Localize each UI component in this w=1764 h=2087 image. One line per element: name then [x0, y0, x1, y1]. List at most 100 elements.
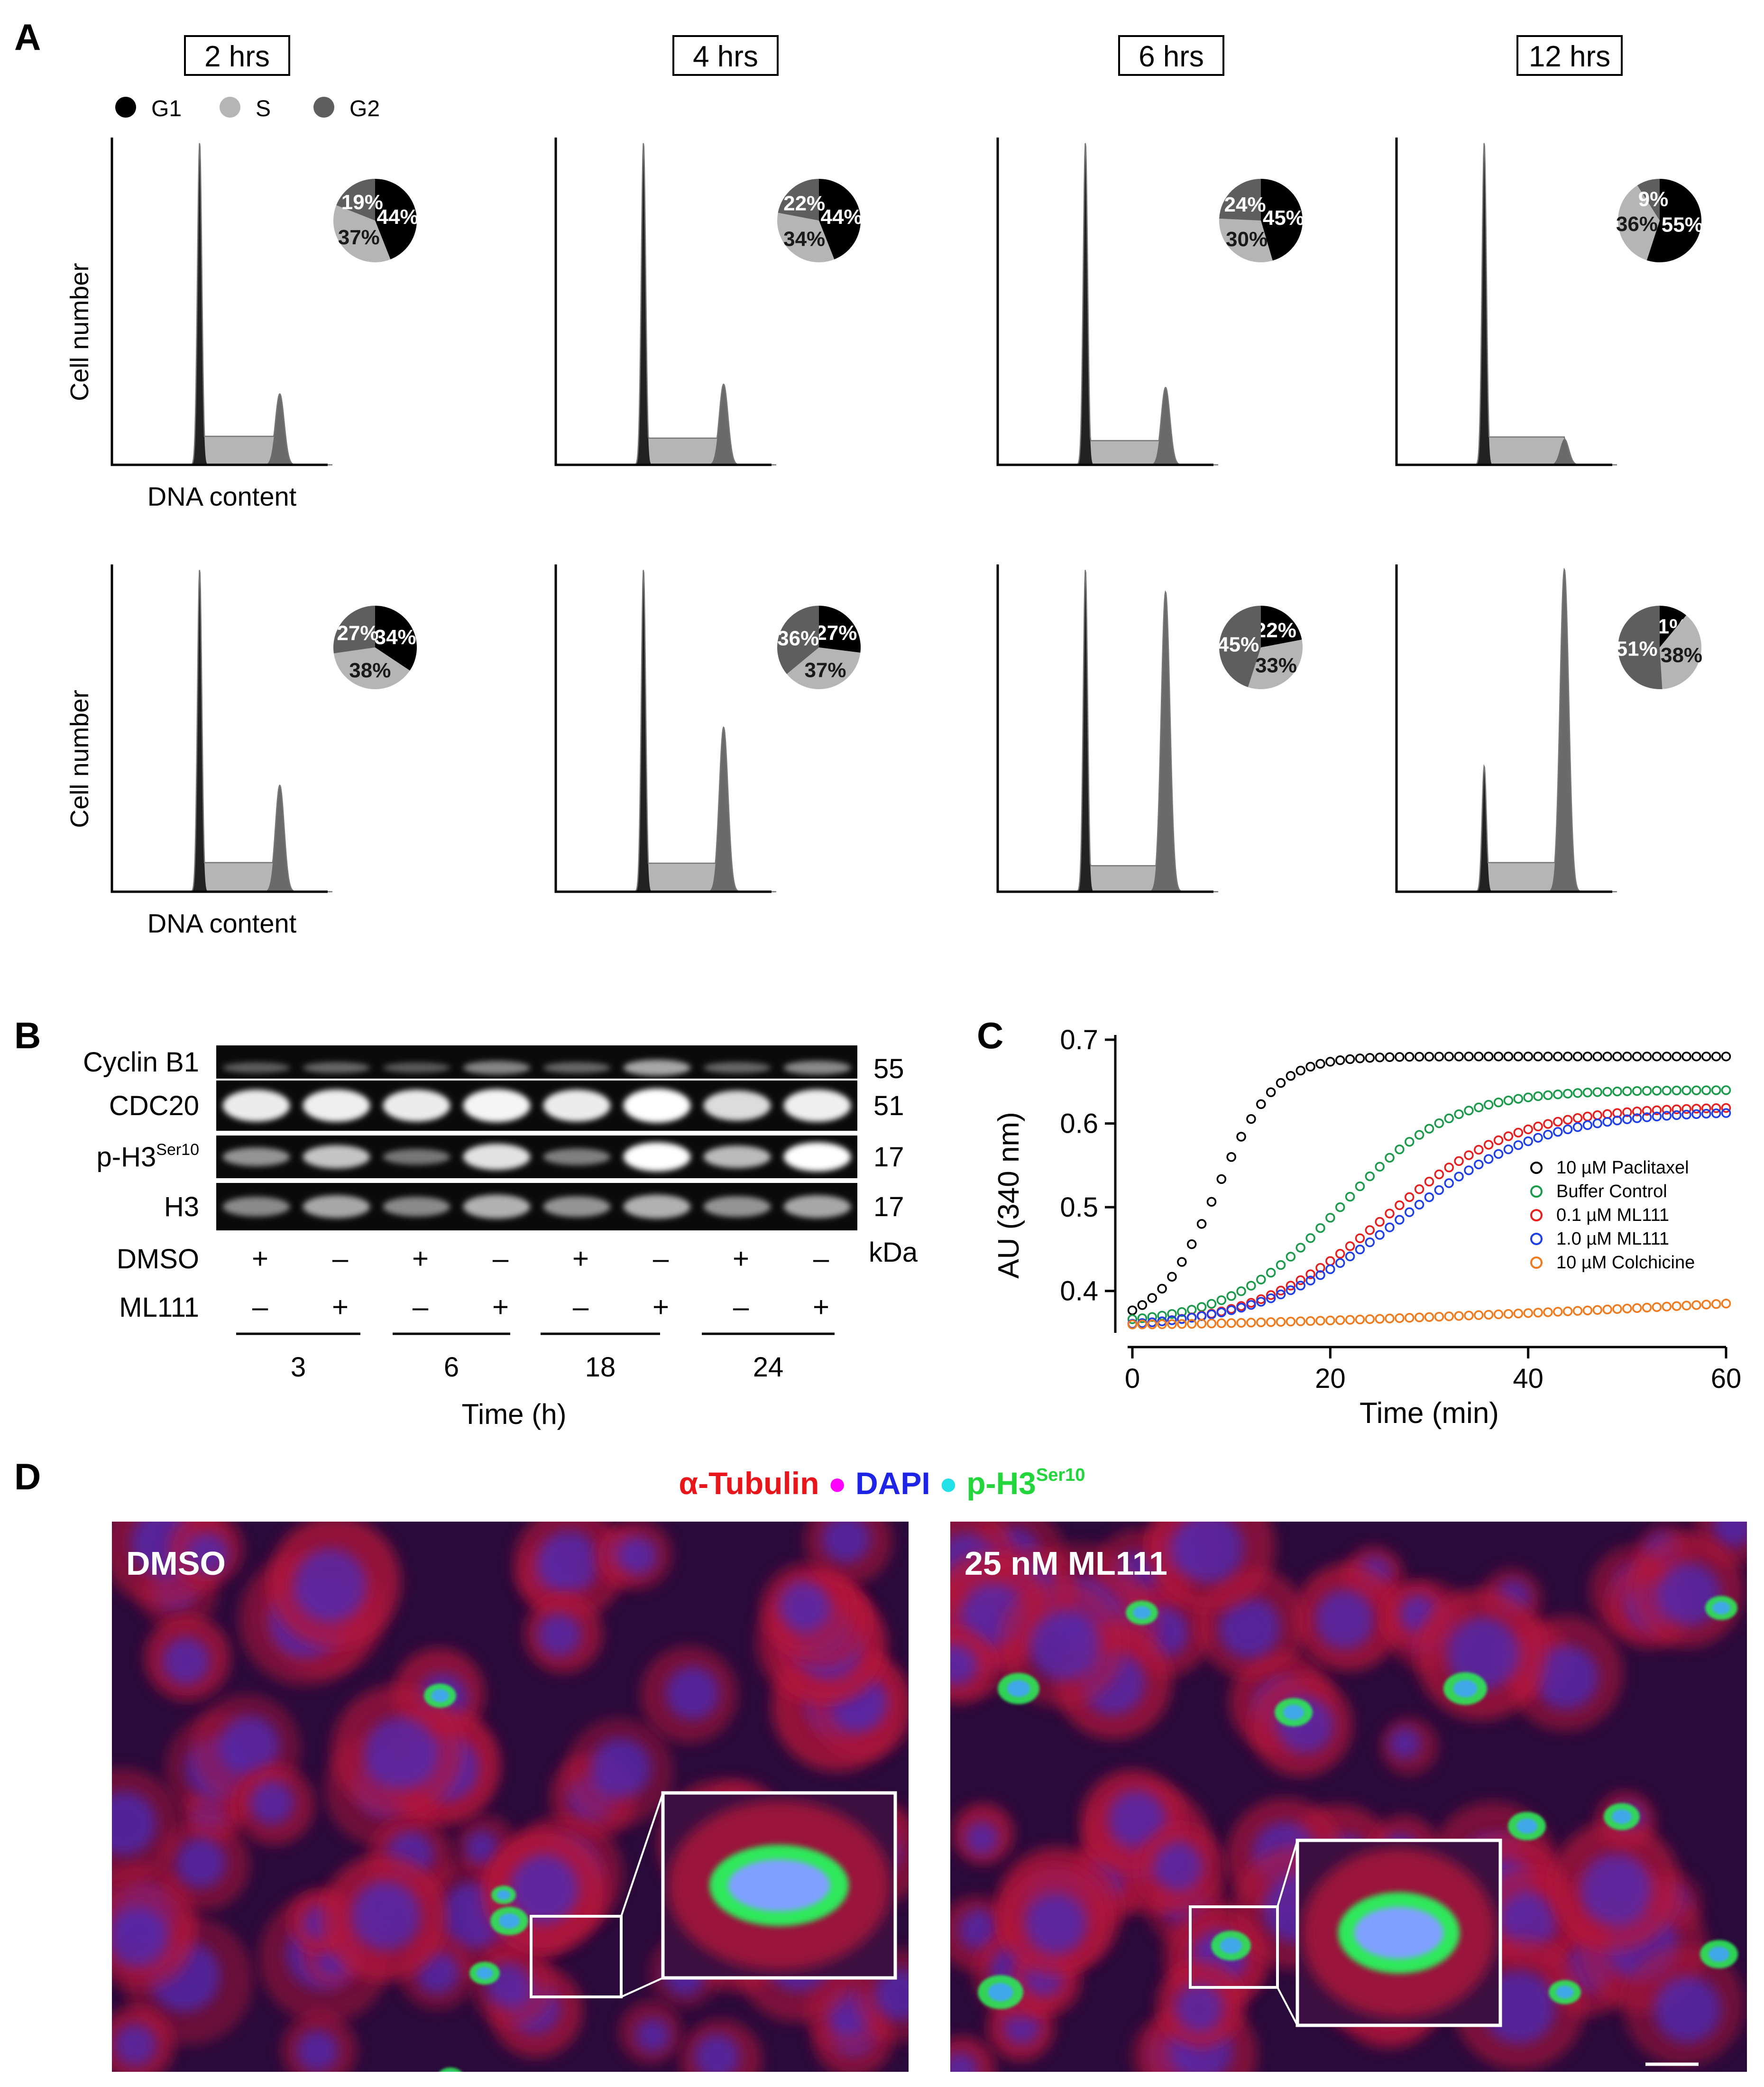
treatment-sign: –: [413, 1291, 429, 1323]
dapi-nucleus: [635, 2018, 670, 2053]
data-point: [1543, 1090, 1553, 1100]
data-point: [1503, 1052, 1514, 1062]
blot-row-label: p-H3Ser10: [97, 1141, 199, 1173]
ph3-mitotic-cell: [440, 2068, 461, 2072]
g1-peak: [1073, 142, 1098, 465]
series: [1127, 1052, 1731, 1315]
data-point: [1711, 1085, 1721, 1095]
data-point: [1523, 1092, 1533, 1102]
g1-peak: [1472, 766, 1497, 892]
data-point: [1196, 1302, 1207, 1312]
ph3-chromatin-core: [476, 1967, 493, 1979]
data-point: [1652, 1086, 1662, 1096]
data-point: [1622, 1052, 1632, 1062]
pie-slice-g2: [778, 179, 819, 221]
pie-label-g2: 36%: [777, 627, 819, 650]
data-point: [1691, 1300, 1701, 1310]
data-point: [1672, 1052, 1681, 1062]
g1-peak: [187, 569, 212, 892]
blot-band: [463, 1144, 531, 1170]
data-point: [1127, 1314, 1138, 1324]
treatment-sign: –: [252, 1291, 268, 1323]
ph3-chromatin-core: [443, 2072, 458, 2083]
data-point: [1236, 1302, 1246, 1313]
dapi-nucleus: [538, 1531, 600, 1593]
data-point: [1711, 1052, 1721, 1062]
data-point: [1483, 1140, 1494, 1150]
histogram-outline: [627, 143, 776, 466]
pie-slice-s: [333, 205, 391, 262]
data-point: [1493, 1135, 1504, 1145]
data-point: [1622, 1114, 1632, 1124]
time-label: 6: [444, 1352, 459, 1383]
blot-band: [543, 1196, 611, 1217]
data-point: [1483, 1052, 1494, 1062]
data-point: [1315, 1270, 1325, 1280]
dapi-nucleus: [1173, 1522, 1244, 1583]
pie-label-g1: 34%: [375, 626, 416, 649]
pie-chart: 44%37% 19%: [333, 179, 419, 262]
dapi-nucleus: [114, 2024, 156, 2066]
data-point: [1385, 1209, 1395, 1219]
dapi-nucleus: [220, 1716, 280, 1775]
blot-band: [783, 1195, 851, 1219]
g2-peak: [702, 384, 745, 465]
blot-row: p-H3Ser10 17: [97, 1136, 904, 1178]
treatment-label: ML111: [119, 1292, 199, 1323]
data-point: [1246, 1114, 1256, 1124]
data-point: [1701, 1052, 1711, 1062]
y-tick-label: 0.5: [1060, 1192, 1098, 1223]
timepoint-label: 4 hrs: [672, 35, 779, 76]
data-point: [1711, 1103, 1721, 1113]
ph3-chromatin-core: [988, 1983, 1013, 2002]
data-point: [1325, 1315, 1335, 1326]
data-point: [1474, 1102, 1484, 1113]
data-point: [1454, 1156, 1464, 1166]
g1-peak: [631, 569, 656, 892]
y-tick-label: 0.7: [1060, 1025, 1098, 1055]
stain-name: α-Tubulin: [679, 1466, 819, 1501]
zoom-frame: [661, 1791, 897, 1980]
pie-label-g2: 27%: [337, 621, 378, 645]
stain-separator-dot: ●: [930, 1466, 958, 1501]
s-phase-area: [1085, 866, 1166, 892]
data-point: [1305, 1062, 1315, 1072]
data-point: [1543, 1052, 1553, 1062]
pie-slice-g1: [1660, 606, 1687, 647]
data-point: [1405, 1052, 1415, 1062]
stain-name: p-H3: [958, 1466, 1036, 1501]
data-point: [1662, 1085, 1672, 1096]
data-point: [1503, 1144, 1514, 1154]
data-point: [1632, 1052, 1642, 1062]
data-point: [1474, 1052, 1484, 1062]
blot-row-label-sup: Ser10: [156, 1141, 199, 1159]
data-point: [1345, 1315, 1355, 1325]
data-point: [1444, 1113, 1454, 1124]
data-point: [1424, 1192, 1434, 1202]
blot-row: CDC20 51: [109, 1080, 904, 1131]
y-tick-label: 0.6: [1060, 1108, 1098, 1139]
data-point: [1652, 1052, 1662, 1062]
data-point: [1137, 1313, 1148, 1323]
treatment-sign: +: [652, 1291, 669, 1323]
data-point: [1167, 1272, 1177, 1282]
data-point: [1385, 1153, 1395, 1163]
data-point: [1562, 1115, 1573, 1125]
stain-name: DAPI: [847, 1466, 930, 1501]
treatment-sign: +: [813, 1291, 829, 1323]
data-point: [1503, 1309, 1514, 1319]
pie-label-s: 37%: [338, 226, 380, 249]
blot-strip: [216, 1045, 857, 1079]
pie-label-g2: 45%: [1217, 633, 1259, 656]
s-phase-area: [1484, 862, 1564, 892]
blot-row: H3 17: [164, 1183, 904, 1230]
data-point: [1385, 1313, 1395, 1324]
data-point: [1434, 1185, 1444, 1195]
pie-label-s: 37%: [804, 658, 846, 682]
data-point: [1355, 1314, 1365, 1325]
data-point: [1246, 1281, 1256, 1291]
ph3-chromatin-core: [1556, 1985, 1574, 1999]
data-point: [1444, 1163, 1454, 1173]
blot-band: [543, 1148, 611, 1165]
pie-slice-g2: [777, 606, 819, 674]
